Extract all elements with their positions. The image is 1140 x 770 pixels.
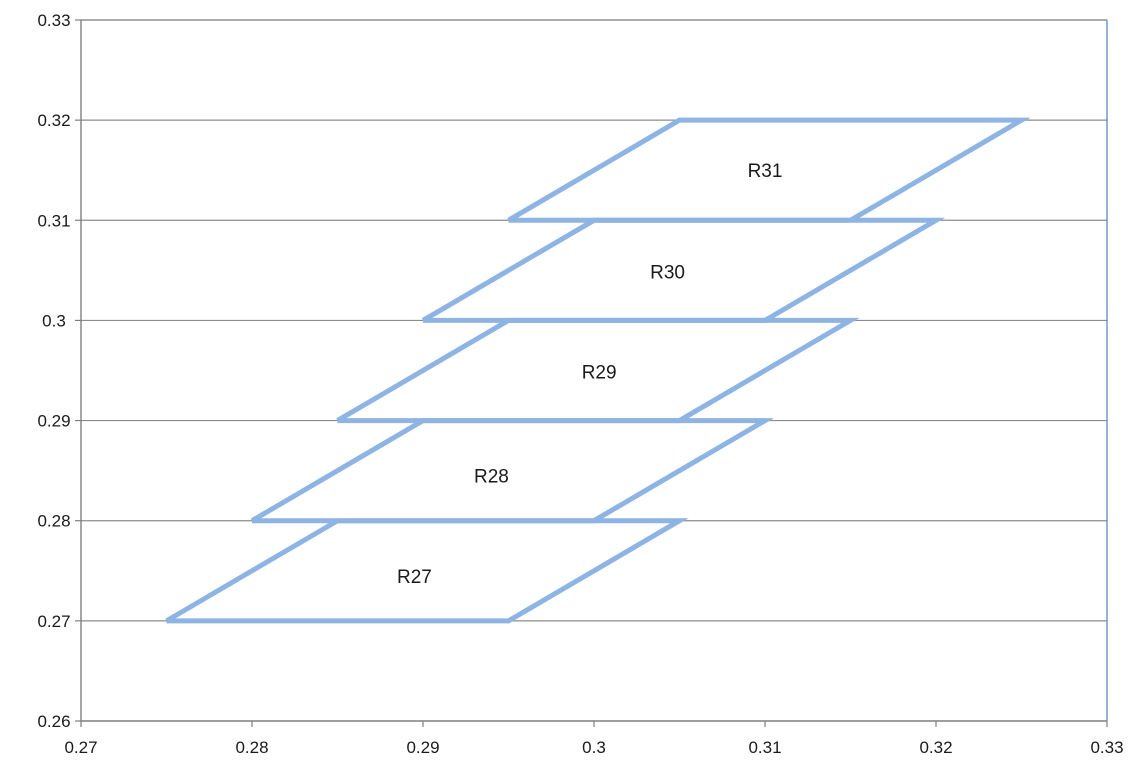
region-label-r28: R28 [474, 467, 509, 488]
y-tick-label-7: 0.33 [37, 11, 70, 30]
region-label-r29: R29 [582, 363, 617, 384]
region-label-r27: R27 [397, 567, 432, 588]
series-line-r28 [250, 418, 775, 524]
y-tick-label-3: 0.29 [37, 412, 70, 431]
x-tick-label-2: 0.29 [406, 738, 439, 757]
series-line-r29 [336, 317, 860, 424]
series-line-r27 [165, 518, 689, 624]
x-tick-label-4: 0.31 [748, 738, 781, 757]
x-tick-label-5: 0.32 [919, 738, 952, 757]
y-tick-label-2: 0.28 [37, 512, 70, 531]
region-label-r30: R30 [650, 262, 685, 283]
x-tick-label-6: 0.33 [1090, 738, 1123, 757]
y-tick-label-4: 0.3 [42, 311, 66, 330]
series-line-r30 [421, 217, 946, 323]
x-tick-label-1: 0.28 [235, 738, 268, 757]
x-tick-label-0: 0.27 [64, 738, 97, 757]
series-line-r31 [507, 117, 1031, 223]
y-tick-label-5: 0.31 [37, 211, 70, 230]
y-tick-label-0: 0.26 [37, 712, 70, 731]
x-tick-label-3: 0.3 [582, 738, 606, 757]
y-tick-label-1: 0.27 [37, 612, 70, 631]
y-tick-label-6: 0.32 [37, 111, 70, 130]
y-axis-ticks: 0.26 0.27 0.28 0.29 0.3 0.31 0.32 0.33 [37, 11, 81, 731]
x-axis-ticks: 0.27 0.28 0.29 0.3 0.31 0.32 0.33 [64, 721, 1124, 757]
plot-series: R27 R28 R29 R30 R31 [165, 117, 1031, 624]
region-label-r31: R31 [748, 161, 783, 182]
